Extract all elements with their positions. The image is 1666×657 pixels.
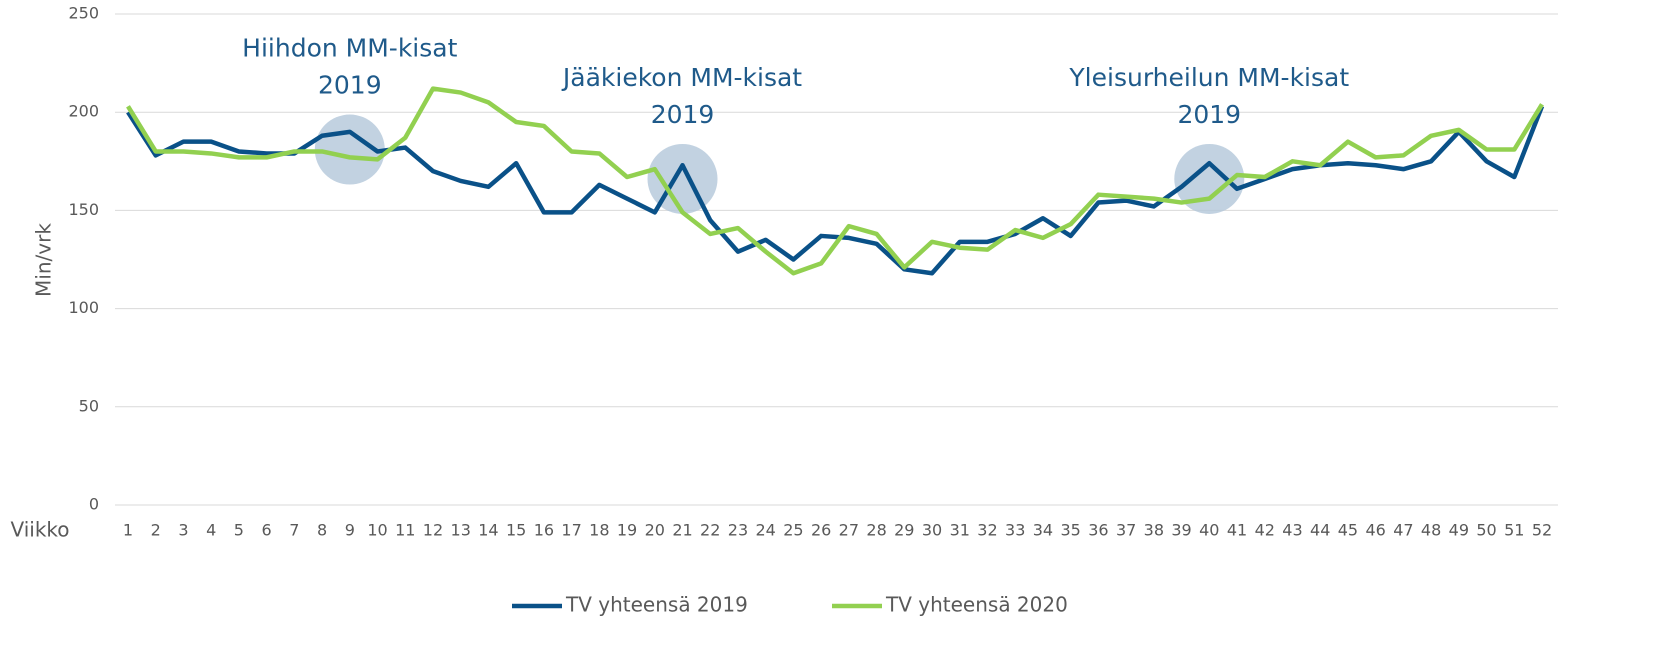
x-tick-label: 22 (700, 521, 720, 540)
annotation: 2019 (651, 100, 715, 129)
highlight-circle (1174, 143, 1245, 214)
x-tick-label: 51 (1504, 521, 1524, 540)
x-tick-label: 13 (451, 521, 471, 540)
x-tick-label: 10 (367, 521, 387, 540)
x-tick-label: 33 (1005, 521, 1025, 540)
legend-label: TV yhteensä 2020 (885, 593, 1068, 617)
x-tick-label: 50 (1476, 521, 1496, 540)
x-tick-label: 42 (1255, 521, 1275, 540)
x-tick-label: 5 (234, 521, 244, 540)
x-tick-label: 8 (317, 521, 327, 540)
x-tick-label: 32 (977, 521, 997, 540)
x-tick-label: 38 (1144, 521, 1164, 540)
y-tick-label: 200 (68, 102, 99, 121)
x-axis-label: Viikko (10, 518, 69, 542)
x-tick-label: 25 (783, 521, 803, 540)
annotation: Jääkiekon MM-kisat (561, 63, 802, 92)
x-tick-label: 29 (894, 521, 914, 540)
x-tick-label: 52 (1532, 521, 1552, 540)
x-tick-label: 39 (1171, 521, 1191, 540)
legend-label: TV yhteensä 2019 (565, 593, 748, 617)
y-tick-label: 100 (68, 298, 99, 317)
y-tick-label: 0 (89, 495, 99, 514)
series-line (126, 86, 1544, 276)
x-tick-label: 47 (1393, 521, 1413, 540)
x-tick-label: 37 (1116, 521, 1136, 540)
x-tick-label: 11 (395, 521, 415, 540)
x-tick-label: 19 (617, 521, 637, 540)
x-tick-label: 7 (289, 521, 299, 540)
annotation: 2019 (318, 71, 382, 100)
x-tick-label: 45 (1338, 521, 1358, 540)
x-tick-label: 14 (478, 521, 498, 540)
x-tick-label: 17 (561, 521, 581, 540)
y-tick-label: 150 (68, 200, 99, 219)
y-axis-label: Min/vrk (32, 223, 56, 297)
y-tick-label: 250 (68, 4, 99, 23)
x-tick-label: 12 (423, 521, 443, 540)
series-line (126, 105, 1545, 276)
x-tick-label: 46 (1365, 521, 1385, 540)
x-tick-label: 31 (950, 521, 970, 540)
x-tick-label: 16 (534, 521, 554, 540)
x-tick-label: 43 (1282, 521, 1302, 540)
x-tick-label: 35 (1060, 521, 1080, 540)
x-tick-label: 18 (589, 521, 609, 540)
x-tick-label: 34 (1033, 521, 1053, 540)
x-tick-label: 49 (1449, 521, 1469, 540)
annotation: Hiihdon MM-kisat (242, 34, 457, 63)
x-tick-label: 2 (151, 521, 161, 540)
x-tick-label: 41 (1227, 521, 1247, 540)
annotation: Yleisurheilun MM-kisat (1068, 63, 1349, 92)
x-tick-label: 4 (206, 521, 216, 540)
y-tick-label: 50 (79, 396, 99, 415)
x-tick-label: 36 (1088, 521, 1108, 540)
x-tick-label: 26 (811, 521, 831, 540)
x-tick-label: 23 (728, 521, 748, 540)
x-tick-label: 9 (345, 521, 355, 540)
x-tick-label: 20 (645, 521, 665, 540)
x-tick-label: 6 (262, 521, 272, 540)
x-tick-label: 48 (1421, 521, 1441, 540)
x-tick-label: 28 (866, 521, 886, 540)
annotation: 2019 (1177, 100, 1241, 129)
x-tick-label: 15 (506, 521, 526, 540)
x-tick-label: 24 (756, 521, 776, 540)
x-tick-label: 1 (123, 521, 133, 540)
highlight-circle (314, 114, 385, 185)
x-tick-label: 27 (839, 521, 859, 540)
x-tick-label: 40 (1199, 521, 1219, 540)
x-tick-label: 21 (672, 521, 692, 540)
x-tick-label: 30 (922, 521, 942, 540)
x-tick-label: 3 (178, 521, 188, 540)
x-tick-label: 44 (1310, 521, 1330, 540)
